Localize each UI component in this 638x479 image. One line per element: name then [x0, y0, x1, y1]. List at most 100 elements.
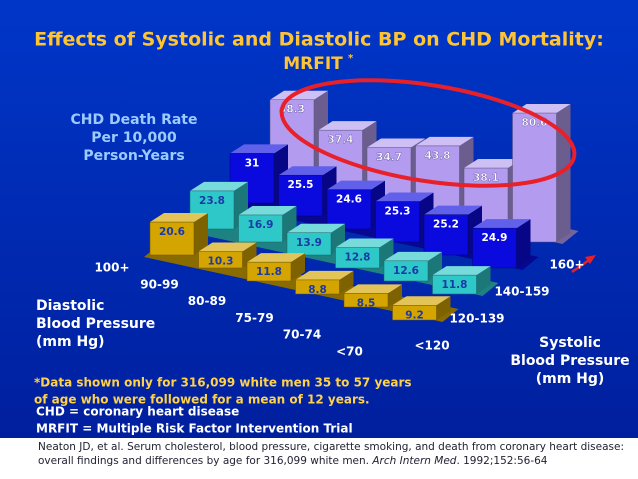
- bar: [295, 270, 354, 295]
- citation-rest: . 1992;152:56-64: [456, 455, 548, 467]
- bar-front: [392, 305, 437, 321]
- bar-top: [367, 138, 425, 148]
- value-label: 43.8: [425, 150, 451, 162]
- citation-journal: Arch Intern Med: [372, 455, 457, 467]
- bar-front: [246, 261, 292, 282]
- bar-top: [424, 205, 482, 215]
- bar-side: [194, 213, 208, 255]
- bar: [335, 238, 394, 269]
- y-axis-label: Systolic: [539, 335, 601, 351]
- bar-top: [247, 253, 305, 263]
- x-tick-label: 80-89: [188, 294, 226, 308]
- bar-side: [388, 284, 402, 307]
- bar: [198, 242, 257, 269]
- bar-top: [278, 166, 337, 176]
- bar-front: [149, 221, 195, 256]
- value-axis-label: Per 10,000: [91, 130, 177, 146]
- bar-front: [286, 232, 332, 256]
- legend-label: 140-159: [494, 285, 549, 299]
- footnote: *Data shown only for 316,099 white men 3…: [34, 376, 412, 390]
- value-label: 9.2: [405, 309, 424, 321]
- bar-side: [436, 296, 451, 320]
- x-axis-label: (mm Hg): [36, 334, 105, 350]
- value-label: 37.4: [328, 134, 354, 146]
- x-tick-label: 70-74: [283, 328, 321, 342]
- bar: [343, 284, 402, 308]
- value-label: 11.8: [442, 279, 468, 291]
- bar: [383, 251, 442, 282]
- bar-top: [150, 213, 208, 223]
- bar-front: [383, 260, 429, 282]
- chart: Effects of Systolic and Diastolic BP on …: [0, 0, 638, 438]
- value-label: 38.1: [473, 172, 499, 184]
- x-axis-label: Blood Pressure: [36, 316, 155, 332]
- value-label: 25.5: [288, 179, 314, 191]
- value-label: 13.9: [296, 237, 322, 249]
- bar: [246, 253, 305, 282]
- value-label: 12.6: [393, 265, 419, 277]
- bar-top: [318, 121, 377, 131]
- value-label: 10.3: [208, 256, 234, 268]
- bar-side: [476, 266, 491, 294]
- value-label: 34.7: [376, 151, 402, 163]
- footnote: of age who were followed for a mean of 1…: [34, 393, 370, 407]
- value-label: 12.8: [345, 252, 371, 264]
- bar: [392, 296, 451, 321]
- bar-side: [339, 270, 354, 294]
- bar-top: [392, 296, 451, 306]
- bar-top: [432, 266, 491, 276]
- value-label: 8.5: [357, 297, 376, 309]
- value-axis-label: CHD Death Rate: [71, 112, 198, 128]
- citation: Neaton JD, et al. Serum cholesterol, blo…: [34, 438, 634, 479]
- bar-top: [230, 144, 288, 154]
- value-label: 20.6: [159, 226, 185, 238]
- value-label: 24.9: [482, 232, 508, 244]
- bar-top: [190, 181, 248, 191]
- bar-front: [375, 201, 420, 243]
- x-tick-label: <70: [336, 345, 363, 359]
- bar-top: [270, 90, 328, 100]
- bar-top: [464, 159, 522, 169]
- y-axis-label: (mm Hg): [536, 371, 605, 387]
- bar: [472, 219, 531, 269]
- bar-top: [375, 192, 434, 202]
- bar: [432, 266, 491, 295]
- bar-top: [344, 284, 402, 294]
- value-label: 48.3: [279, 104, 305, 116]
- highlight-ellipse: [279, 78, 577, 188]
- bar-front: [238, 214, 283, 243]
- x-axis-label: Diastolic: [36, 298, 104, 314]
- chart-title: Effects of Systolic and Diastolic BP on …: [34, 29, 604, 51]
- bar-top: [335, 238, 394, 248]
- x-tick-label: 90-99: [140, 277, 178, 291]
- bar-front: [198, 251, 243, 269]
- bar-front: [432, 274, 477, 295]
- bars: 48.337.434.7 43.838.180.63125.524.625.325…: [144, 90, 579, 322]
- value-label: 31: [245, 157, 260, 169]
- arrow-head: [585, 255, 596, 264]
- value-label: 8.8: [308, 284, 327, 296]
- value-label: 24.6: [336, 194, 362, 206]
- bar-side: [291, 253, 305, 281]
- bar-front: [423, 214, 469, 256]
- x-tick-label: 100+: [94, 261, 129, 275]
- bar-front: [472, 227, 517, 269]
- bar-top: [238, 205, 297, 215]
- bar-front: [343, 293, 389, 308]
- legend-label: 120-139: [449, 312, 504, 326]
- value-axis-label: Person-Years: [83, 148, 184, 164]
- chart-subtitle: MRFIT: [283, 54, 343, 74]
- value-label: 16.9: [248, 219, 274, 231]
- bar-front: [295, 279, 340, 295]
- bar-top: [198, 242, 257, 252]
- bar: [149, 213, 208, 256]
- bar-top: [295, 270, 354, 280]
- bar-side: [516, 219, 531, 268]
- value-label: 23.8: [199, 195, 225, 207]
- y-axis-label: Blood Pressure: [510, 353, 629, 369]
- value-label: 25.3: [385, 206, 411, 218]
- value-label: 11.8: [256, 266, 282, 278]
- bar-top: [384, 251, 442, 261]
- subtitle-mark: *: [348, 53, 354, 64]
- abbreviation: CHD = coronary heart disease: [36, 405, 239, 419]
